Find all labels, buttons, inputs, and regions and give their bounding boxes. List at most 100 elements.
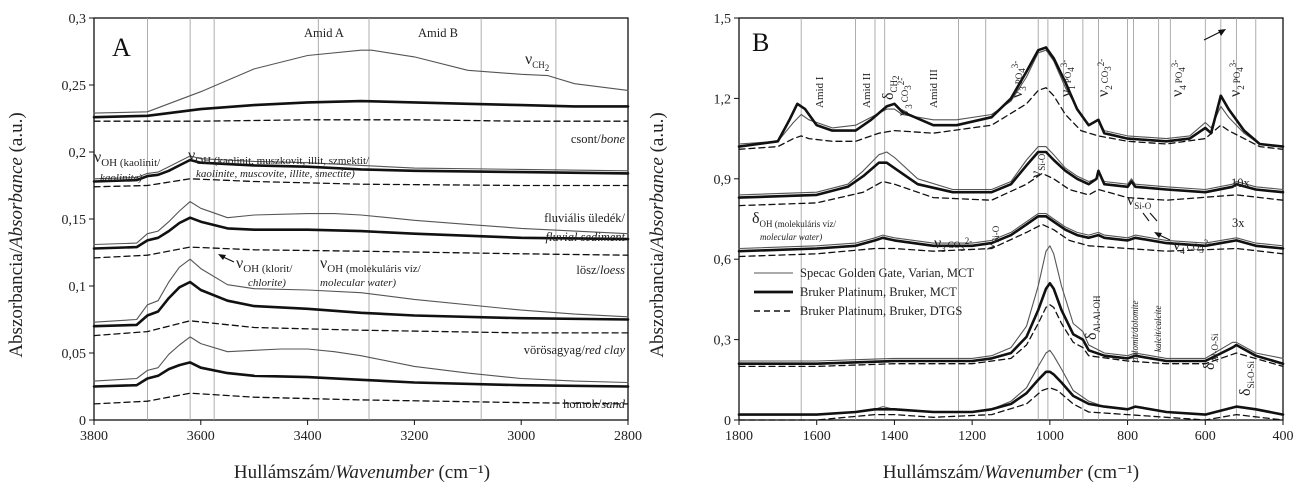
panel-b-vlines — [800, 18, 1257, 420]
delta-oh-label: δOH (molekuláris víz/ — [752, 210, 837, 229]
co3-arrowhead — [1154, 232, 1162, 238]
panel-a-ytick-label-0: 0 — [79, 414, 86, 429]
nu-oh-mix-label: νOH (kaolinit, muszkovit, illit, szmekti… — [188, 147, 370, 167]
nu-oh-klorit-label-2: chlorite) — [248, 277, 286, 289]
sio-arrow-1 — [1142, 212, 1150, 222]
panel-b-ylabel: Abszorbancia/Absorbance (a.u.) — [647, 112, 668, 357]
po4-arrowhead — [1218, 29, 1226, 36]
panel-a-series-bone-bruker-platinum-bruker-mct — [92, 99, 630, 119]
panel-a-xtick-label-0: 3800 — [80, 429, 108, 444]
panel-a-xtick-label-2: 3400 — [294, 429, 322, 444]
panel-b-series-sand-bruker-platinum-bruker-dtgs — [738, 387, 1284, 421]
nu-oh-molec-label: νOH (molekuláris víz/ — [320, 255, 422, 275]
nu-oh-kaolinit-label: νOH (kaolinit/ — [94, 149, 161, 169]
panel-b-ticks: 1800 1600 1400 1200 1000 800 600 400 0 0,3 0,6 0,9 1… — [714, 12, 1294, 444]
panel-a-series-loess-bruker-platinum-bruker-dtgs — [93, 246, 629, 259]
panel-a: 3800 3600 3400 3200 3000 2800 0 0,05 0,1 0,15 0,2 0… — [6, 12, 642, 483]
panel-a-series-bone-bruker-platinum-bruker-dtgs — [93, 119, 629, 122]
panel-a-ytick-label-1: 0,05 — [62, 347, 87, 362]
panel-b-frame — [738, 17, 1284, 421]
legend: Specac Golden Gate, Varian, MCT Bruker P… — [754, 266, 974, 318]
panel-b-ytick-label-1: 0,3 — [714, 334, 732, 349]
panel-a-series-fluvial-sediment-bruker-platinum-bruker-dtgs — [93, 178, 629, 188]
panel-a-ytick-label-5: 0,25 — [62, 79, 87, 94]
sample-label-sand: homok/sand — [563, 397, 626, 411]
panel-a-series-fluvial-sediment-bruker-platinum-bruker-mct — [92, 158, 630, 183]
panel-b-xtick-label-6: 600 — [1195, 429, 1216, 444]
panel-b-xtick-label-3: 1200 — [958, 429, 986, 444]
nu-oh-mix-label-2: kaolinite, muscovite, illite, smectite) — [196, 168, 355, 180]
panel-a-ticks: 3800 3600 3400 3200 3000 2800 0 0,05 0,1 0,15 0,2 0… — [62, 12, 643, 444]
panel-b-letter: B — [752, 28, 769, 57]
panel-a-letter: A — [112, 33, 131, 62]
delta-alosi-label: δAl-O-Si — [1201, 333, 1220, 370]
delta-oh-label-2: molecular water) — [760, 232, 822, 242]
amid-1-label: Amid I — [814, 76, 826, 108]
sample-label-bone: csont/bone — [571, 132, 626, 146]
nu4-co3-label: ν4 CO32- — [1173, 237, 1211, 256]
ten-x-label: 10x — [1231, 176, 1251, 190]
nu1-po4-label: ν1PO43- — [1058, 60, 1077, 97]
panel-b-xlabel: Hullámszám/Wavenumber (cm⁻¹) — [883, 462, 1139, 483]
nu3-co3-label-2: ν3 CO32- — [934, 235, 972, 254]
panel-b-xtick-label-0: 1800 — [725, 429, 753, 444]
sample-label-fluvial-hu: fluviális üledék/ — [544, 211, 625, 225]
panel-b-series — [737, 46, 1285, 421]
sample-label-fluvial-en: fluvial sediment — [546, 230, 626, 244]
panel-a-ylabel: Abszorbancia/Absorbance (a.u.) — [6, 112, 27, 357]
panel-b-series-bone-bruker-platinum-bruker-dtgs — [738, 87, 1284, 150]
nu3-po4-label: ν3PO43- — [1009, 61, 1028, 98]
panel-b-series-fluvial-sediment-specac-golden-gate-varian-mct — [738, 146, 1284, 196]
panel-b-series-loess-bruker-platinum-bruker-mct — [737, 215, 1285, 253]
panel-b-series-sand-bruker-platinum-bruker-mct — [737, 370, 1285, 416]
panel-b-series-red-clay-bruker-platinum-bruker-mct — [737, 281, 1285, 366]
sample-label-loess: lösz/loess — [576, 263, 625, 277]
panel-a-xlabel: Hullámszám/Wavenumber (cm⁻¹) — [234, 462, 490, 483]
delta-siosi-label: δSi-O-Si — [1237, 360, 1256, 396]
amid-b-label: Amid B — [418, 26, 458, 40]
panel-a-series-loess-bruker-platinum-bruker-mct — [92, 216, 630, 250]
panel-b-series-fluvial-sediment-bruker-platinum-bruker-mct — [737, 150, 1285, 199]
panel-b-xtick-label-7: 400 — [1273, 429, 1294, 444]
panel-b: 1800 1600 1400 1200 1000 800 600 400 0 0,3 0,6 0,9 1… — [647, 12, 1294, 483]
panel-b-series-red-clay-specac-golden-gate-varian-mct — [738, 245, 1284, 362]
amid-a-label: Amid A — [304, 26, 344, 40]
panel-b-series-bone-bruker-platinum-bruker-mct — [737, 46, 1285, 148]
delta-ch2-label: δCH2 — [880, 75, 901, 100]
amid-3-label: Amid III — [928, 69, 940, 108]
nu-sio-label-1: νSi-O — [982, 225, 1001, 250]
sio-arrow-2 — [1149, 212, 1158, 222]
panel-a-xtick-label-1: 3600 — [187, 429, 215, 444]
panel-a-xtick-label-5: 2800 — [614, 429, 642, 444]
nu-oh-klorit-label: νOH (klorit/ — [236, 255, 293, 275]
nu-sio-label-2: νSi-O — [1028, 153, 1047, 178]
panel-a-ytick-label-3: 0,15 — [62, 213, 87, 228]
nu2-co3-label: ν2CO32- — [1095, 59, 1114, 97]
panel-b-ytick-label-3: 0,9 — [714, 173, 732, 188]
panel-a-series-bone-specac-golden-gate-varian-mct — [93, 49, 629, 114]
panel-a-series-red-clay-bruker-platinum-bruker-dtgs — [93, 320, 629, 337]
amid-2-label: Amid II — [861, 73, 873, 108]
panel-b-ytick-label-5: 1,5 — [714, 12, 732, 27]
klorit-arrowhead — [218, 254, 226, 260]
panel-b-ytick-label-0: 0 — [724, 414, 731, 429]
panel-a-ytick-label-4: 0,2 — [69, 146, 87, 161]
panel-b-xtick-label-4: 1000 — [1036, 429, 1064, 444]
legend-label-bruker-dtgs: Bruker Platinum, Bruker, DTGS — [800, 304, 962, 318]
nu4-po4-label: ν4PO43- — [1169, 60, 1188, 97]
panel-a-ytick-label-2: 0,1 — [69, 280, 87, 295]
panel-a-series-loess-specac-golden-gate-varian-mct — [93, 201, 629, 246]
panel-a-series-sand-specac-golden-gate-varian-mct — [93, 336, 629, 384]
panel-b-series-red-clay-bruker-platinum-bruker-dtgs — [738, 304, 1284, 368]
legend-label-specac: Specac Golden Gate, Varian, MCT — [800, 266, 974, 280]
nu3-co3-label: ν3CO32- — [895, 78, 914, 116]
po4-arrow — [1203, 30, 1223, 41]
panel-b-ytick-label-2: 0,6 — [714, 253, 732, 268]
panel-a-series-fluvial-sediment-specac-golden-gate-varian-mct — [93, 155, 629, 180]
panel-a-xtick-label-4: 3000 — [507, 429, 535, 444]
panel-a-series-sand-bruker-platinum-bruker-dtgs — [93, 392, 629, 405]
panel-b-xtick-label-1: 1600 — [803, 429, 831, 444]
panel-b-xtick-label-5: 800 — [1117, 429, 1138, 444]
nu-oh-kaolinit-label-2: kaolinite) — [100, 172, 142, 184]
panel-b-xtick-label-2: 1400 — [880, 429, 908, 444]
